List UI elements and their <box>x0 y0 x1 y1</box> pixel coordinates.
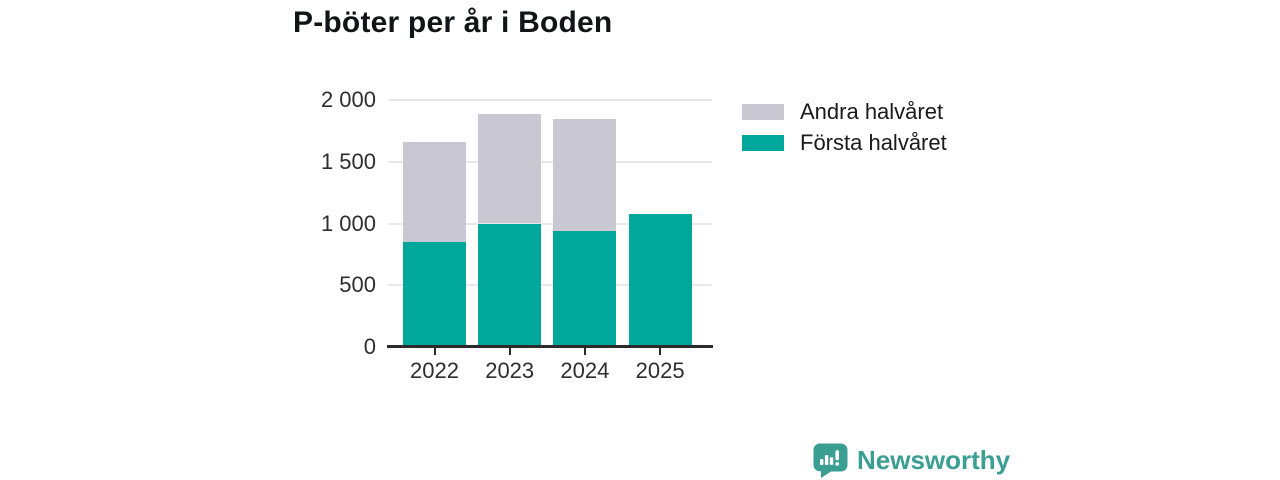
chart-title: P-böter per år i Boden <box>293 6 613 39</box>
legend: Andra halvåret Första halvåret <box>742 100 947 155</box>
gridline-1500 <box>388 160 712 163</box>
x-axis-tick-label: 2025 <box>635 358 685 383</box>
bar-segment-första-2023 <box>478 223 542 347</box>
x-axis-tick-label: 2024 <box>560 358 610 383</box>
y-axis-tick-label: 1 000 <box>320 210 376 236</box>
bar-segment-första-2024 <box>553 230 617 347</box>
x-axis-tick <box>433 348 436 355</box>
y-axis-tick-label: 2 000 <box>320 87 376 112</box>
newsworthy-icon <box>813 443 848 478</box>
legend-label: Första halvåret <box>800 130 947 155</box>
bar-segment-andra-2022 <box>403 141 466 243</box>
newsworthy-logo[interactable]: Newsworthy <box>812 442 1010 478</box>
legend-swatch <box>742 104 784 120</box>
gridline-2000 <box>388 99 712 101</box>
y-axis-tick-label: 500 <box>339 272 376 298</box>
gridline-1000 <box>388 222 712 225</box>
y-axis-tick-label: 1 500 <box>320 148 376 174</box>
x-axis-tick <box>508 348 511 355</box>
bar-segment-andra-2024 <box>553 119 617 231</box>
legend-item: Andra halvåret <box>742 100 947 124</box>
x-axis-line <box>387 345 713 348</box>
bar-segment-andra-2023 <box>478 114 542 224</box>
x-axis-tick <box>659 348 662 355</box>
x-axis-tick-label: 2023 <box>485 358 535 383</box>
bar-segment-första-2022 <box>403 242 466 347</box>
legend-swatch <box>742 135 784 151</box>
legend-label: Andra halvåret <box>800 99 944 124</box>
gridline-500 <box>388 284 712 287</box>
bar-segment-första-2025 <box>628 214 692 347</box>
legend-item: Första halvåret <box>742 131 947 155</box>
y-axis-tick-label: 0 <box>363 334 376 359</box>
x-axis-tick <box>583 348 586 355</box>
newsworthy-wordmark: Newsworthy <box>857 445 1011 475</box>
x-axis-tick-label: 2022 <box>410 358 459 383</box>
